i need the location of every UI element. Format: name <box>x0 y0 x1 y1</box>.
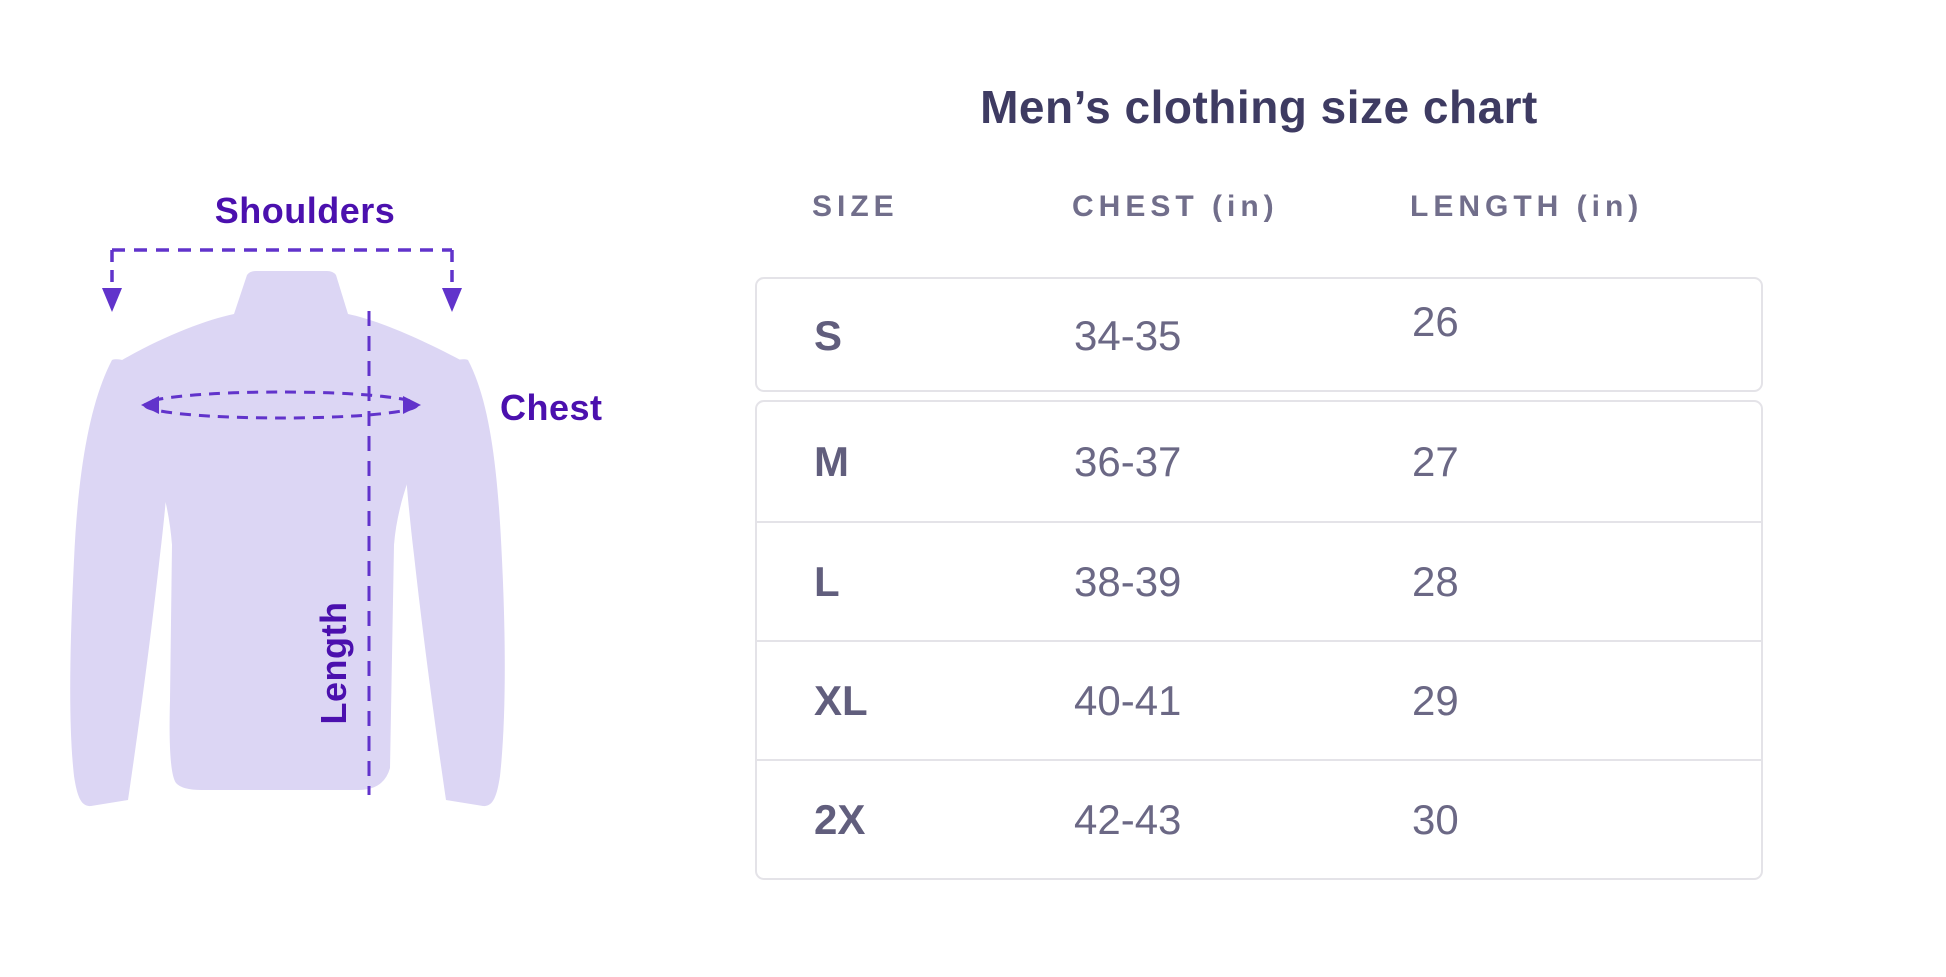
chest-label: Chest <box>500 387 603 428</box>
chest-cell: 40-41 <box>1074 676 1182 724</box>
chest-measure-ellipse <box>141 390 421 420</box>
table-row: S 34-35 26 <box>757 279 1761 392</box>
column-header-size: SIZE <box>812 190 899 223</box>
table-row: 2X 42-43 30 <box>757 759 1761 878</box>
table-row: M 36-37 27 <box>757 402 1761 521</box>
left-arrowhead-icon <box>102 288 122 312</box>
table-row: L 38-39 28 <box>757 521 1761 640</box>
length-cell: 29 <box>1412 676 1459 724</box>
length-cell: 28 <box>1412 557 1459 605</box>
size-table-box-rest: M 36-37 27 L 38-39 28 XL 40-41 29 2X 42-… <box>755 400 1763 880</box>
size-cell: S <box>814 311 843 359</box>
size-cell: M <box>814 437 849 485</box>
shoulders-label: Shoulders <box>214 190 396 231</box>
shoulders-measure-arrow <box>102 248 462 312</box>
size-cell: L <box>814 557 840 605</box>
shirt-collar-shape <box>234 271 348 314</box>
table-row: XL 40-41 29 <box>757 640 1761 759</box>
length-cell: 30 <box>1412 795 1459 843</box>
chest-left-arrowhead-icon <box>141 396 159 414</box>
shirt-left-sleeve-shape <box>70 359 171 807</box>
chest-cell: 36-37 <box>1074 437 1182 485</box>
chest-cell: 38-39 <box>1074 557 1182 605</box>
page-title: Men’s clothing size chart <box>980 81 1538 133</box>
size-cell: XL <box>814 676 868 724</box>
size-table-box-s: S 34-35 26 <box>755 277 1763 392</box>
right-arrowhead-icon <box>442 288 462 312</box>
column-header-length: LENGTH (in) <box>1410 190 1644 223</box>
chest-right-arrowhead-icon <box>403 396 421 414</box>
size-cell: 2X <box>814 795 866 843</box>
length-label: Length <box>313 601 354 725</box>
chest-cell: 34-35 <box>1074 311 1182 359</box>
column-header-chest: CHEST (in) <box>1072 190 1279 223</box>
chest-cell: 42-43 <box>1074 795 1182 843</box>
shirt-body-shape <box>112 314 468 790</box>
shirt-right-sleeve-shape <box>403 359 505 807</box>
table-header-row: SIZE CHEST (in) LENGTH (in) <box>755 190 1763 224</box>
length-cell: 27 <box>1412 437 1459 485</box>
length-cell: 26 <box>1412 297 1459 345</box>
